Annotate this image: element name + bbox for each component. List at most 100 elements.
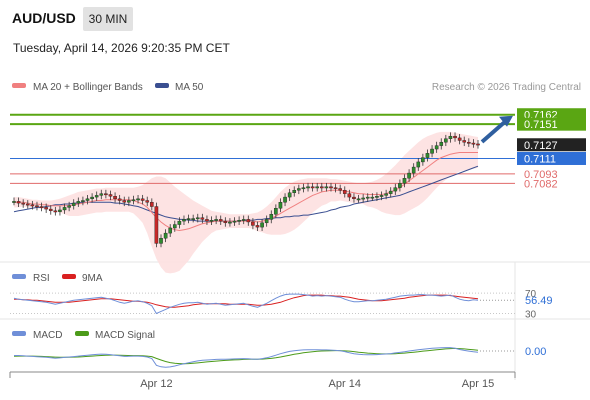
candle-body	[209, 220, 214, 222]
candle-body	[301, 187, 306, 190]
candle-body	[122, 200, 127, 203]
candle-body	[90, 196, 94, 200]
candle-body	[154, 206, 159, 244]
candle-body	[347, 193, 352, 198]
candle-body	[145, 200, 150, 203]
candle-body	[421, 157, 425, 163]
rsi-line	[13, 293, 479, 315]
level-label-current: 0.7127	[524, 140, 558, 152]
candle-body	[269, 214, 274, 220]
candle-body	[407, 172, 411, 179]
level-label-support: 0.7082	[524, 178, 558, 190]
level-label-resistance: 0.7151	[524, 119, 558, 131]
level-label-box-pivot	[517, 151, 586, 165]
candle-body	[333, 187, 338, 190]
candle-body	[177, 220, 182, 225]
candle-body	[375, 196, 379, 198]
candle-body	[434, 145, 439, 150]
candle-body	[48, 208, 53, 212]
legend-swatch-ma20	[12, 83, 26, 88]
candle-body	[448, 135, 453, 139]
candle-body	[223, 220, 228, 224]
macd-signal-line	[13, 347, 479, 365]
legend-swatch-rsi	[12, 274, 26, 279]
rsi-level-label: 70	[525, 289, 537, 300]
candle-body	[58, 209, 62, 212]
candle-body	[25, 203, 30, 206]
candle-body	[163, 232, 168, 239]
candle-body	[35, 205, 39, 208]
candle-body	[131, 199, 136, 202]
candle-body	[320, 186, 324, 189]
candle-body	[113, 196, 117, 200]
legend-label-macd-signal: MACD Signal	[95, 330, 155, 341]
candle-body	[191, 218, 195, 220]
candle-body	[214, 219, 218, 221]
candle-body	[297, 188, 301, 191]
candle-body	[471, 142, 476, 145]
candle-body	[310, 186, 315, 189]
candle-body	[292, 190, 297, 194]
legend-label-rsi-ma: 9MA	[82, 273, 103, 284]
candle-body	[260, 222, 264, 228]
candle-body	[315, 186, 320, 189]
candle-body	[398, 183, 402, 188]
candle-body	[329, 186, 333, 189]
candle-body	[430, 148, 434, 154]
candle-body	[457, 137, 462, 141]
level-label-box-resistance	[517, 117, 586, 131]
candle-body	[172, 224, 177, 229]
candle-body	[30, 204, 35, 207]
candle-body	[467, 141, 471, 144]
forecast-arrow-head	[499, 115, 513, 127]
candle-body	[140, 198, 145, 201]
candle-body	[99, 193, 104, 196]
candle-body	[12, 201, 16, 203]
candle-body	[62, 207, 67, 211]
level-label-support: 0.7093	[524, 169, 558, 181]
candle-body	[462, 140, 467, 143]
level-label-pivot: 0.7111	[524, 153, 556, 165]
candle-body	[352, 196, 356, 200]
candle-body	[21, 202, 25, 205]
candle-body	[444, 138, 448, 143]
candle-body	[108, 194, 113, 197]
legend-label-ma20: MA 20 + Bollinger Bands	[33, 82, 143, 93]
candle-body	[136, 198, 140, 201]
candle-body	[356, 198, 361, 201]
datetime-label: Tuesday, April 14, 2026 9:20:35 PM CET	[13, 41, 230, 55]
candle-body	[384, 193, 388, 196]
candle-body	[370, 196, 375, 199]
candle-body	[388, 190, 393, 194]
candle-body	[16, 201, 21, 204]
candle-body	[416, 161, 421, 168]
candle-body	[255, 225, 260, 228]
candle-body	[150, 202, 154, 207]
legend-label-macd: MACD	[33, 330, 62, 341]
x-tick-label: Apr 14	[329, 378, 361, 390]
candle-body	[218, 219, 223, 222]
level-label-box-current	[517, 138, 586, 152]
candle-body	[127, 200, 131, 203]
forecast-arrow	[480, 120, 507, 144]
legend-swatch-rsi-ma	[62, 274, 76, 279]
candle-body	[67, 205, 71, 208]
candle-body	[365, 196, 370, 199]
candle-body	[85, 198, 90, 201]
candle-body	[237, 220, 241, 222]
candle-body	[76, 201, 81, 204]
candle-body	[159, 238, 163, 244]
x-tick-label: Apr 12	[140, 378, 172, 390]
legend-label-rsi: RSI	[33, 273, 50, 284]
candle-body	[402, 178, 407, 184]
timeframe-button[interactable]: 30 MIN	[83, 7, 133, 31]
candle-body	[324, 186, 329, 189]
candle-body	[338, 188, 342, 191]
symbol-title: AUD/USD	[12, 10, 76, 26]
candle-body	[104, 193, 108, 196]
candle-body	[425, 153, 430, 158]
candle-body	[205, 219, 209, 222]
rsi-level-label: 30	[525, 309, 537, 320]
candle-body	[228, 221, 232, 224]
